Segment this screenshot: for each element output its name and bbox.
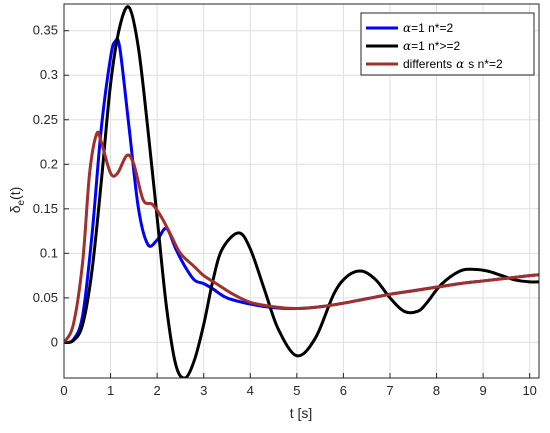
x-tick-label: 5 — [293, 383, 300, 398]
x-tick-label: 6 — [340, 383, 347, 398]
tick-labels: 0 1 2 3 4 5 6 7 8 9 10 0 0.05 0.1 0.15 0.2 0.25 0.3 0.35 — [33, 23, 537, 398]
legend-entry-1-symbol: α — [403, 21, 411, 35]
legend-entry-2-label: =1 n*>=2 — [411, 39, 460, 53]
y-axis-label-sub: e — [16, 199, 27, 205]
x-axis-label: t [s] — [290, 405, 313, 421]
axes-box — [63, 3, 540, 379]
x-tick-label: 9 — [480, 383, 487, 398]
y-axis-label: δe(t) — [7, 187, 27, 214]
x-tick-label: 0 — [60, 383, 67, 398]
y-tick-label: 0.35 — [33, 23, 58, 38]
x-tick-label: 7 — [386, 383, 393, 398]
y-tick-label: 0.3 — [40, 67, 58, 82]
legend-entry-3-suffix: s n*=2 — [468, 57, 503, 71]
ticks — [63, 30, 531, 378]
y-tick-label: 0.15 — [33, 201, 58, 216]
y-tick-label: 0.05 — [33, 290, 58, 305]
legend-entry-1-label: =1 n*=2 — [411, 21, 453, 35]
x-tick-label: 8 — [433, 383, 440, 398]
legend-entry-3: differents α s n*=2 — [403, 57, 503, 71]
legend: α=1 n*=2 α=1 n*>=2 differents α s n*=2 — [360, 12, 535, 76]
x-tick-label: 4 — [247, 383, 254, 398]
y-axis-label-tail: (t) — [7, 187, 23, 200]
series-line-alpha1-ngt2 — [64, 5, 539, 378]
legend-entry-2: α=1 n*>=2 — [403, 39, 460, 53]
x-tick-label: 10 — [522, 383, 536, 398]
series-line-differents-alphas — [64, 130, 539, 344]
x-tick-label: 2 — [154, 383, 161, 398]
plot-area — [64, 5, 539, 378]
series-group — [64, 5, 539, 378]
y-tick-label: 0 — [51, 334, 58, 349]
legend-entry-1: α=1 n*=2 — [403, 21, 453, 35]
y-axis-label-main: δ — [7, 205, 23, 213]
x-tick-label: 1 — [107, 383, 114, 398]
legend-entry-3-symbol: α — [456, 57, 464, 71]
y-tick-label: 0.1 — [40, 245, 58, 260]
legend-entry-2-symbol: α — [403, 39, 411, 53]
x-tick-label: 3 — [200, 383, 207, 398]
y-tick-label: 0.25 — [33, 112, 58, 127]
y-tick-label: 0.2 — [40, 156, 58, 171]
legend-entry-3-label: differents — [403, 57, 452, 71]
